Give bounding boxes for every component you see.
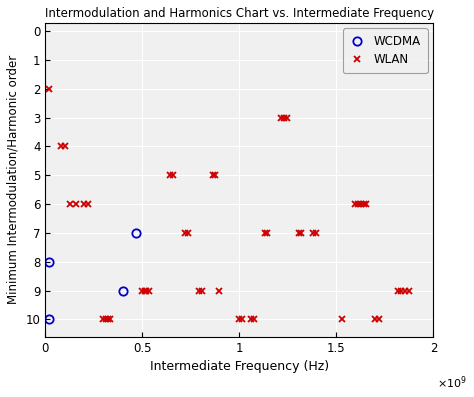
WLAN bbox=[68, 202, 73, 206]
WLAN bbox=[406, 288, 412, 293]
WLAN bbox=[81, 202, 87, 206]
WLAN bbox=[313, 231, 319, 235]
WLAN bbox=[103, 317, 109, 322]
WCDMA bbox=[134, 231, 139, 235]
WLAN bbox=[299, 231, 304, 235]
WLAN bbox=[373, 317, 378, 322]
WLAN bbox=[196, 288, 201, 293]
WLAN bbox=[58, 144, 64, 149]
Legend: WCDMA, WLAN: WCDMA, WLAN bbox=[343, 29, 428, 73]
WLAN bbox=[296, 231, 301, 235]
WLAN bbox=[142, 288, 148, 293]
WLAN bbox=[237, 317, 242, 322]
WLAN bbox=[358, 202, 364, 206]
WLAN bbox=[100, 317, 106, 322]
Text: $\times10^9$: $\times10^9$ bbox=[438, 374, 467, 391]
WLAN bbox=[339, 317, 345, 322]
WLAN bbox=[281, 115, 287, 120]
WLAN bbox=[216, 288, 222, 293]
WLAN bbox=[402, 288, 408, 293]
WLAN bbox=[106, 317, 111, 322]
Title: Intermodulation and Harmonics Chart vs. Intermediate Frequency: Intermodulation and Harmonics Chart vs. … bbox=[45, 7, 434, 20]
X-axis label: Intermediate Frequency (Hz): Intermediate Frequency (Hz) bbox=[150, 360, 329, 373]
WLAN bbox=[146, 288, 152, 293]
WLAN bbox=[399, 288, 404, 293]
WCDMA bbox=[120, 288, 126, 293]
WLAN bbox=[185, 231, 191, 235]
WLAN bbox=[251, 317, 257, 322]
WLAN bbox=[395, 288, 401, 293]
WLAN bbox=[46, 87, 52, 91]
WLAN bbox=[73, 202, 79, 206]
WLAN bbox=[264, 231, 270, 235]
WLAN bbox=[200, 288, 205, 293]
WLAN bbox=[376, 317, 382, 322]
WLAN bbox=[182, 231, 188, 235]
WLAN bbox=[262, 231, 267, 235]
WLAN bbox=[310, 231, 316, 235]
WLAN bbox=[108, 317, 113, 322]
WLAN bbox=[355, 202, 361, 206]
WLAN bbox=[171, 173, 176, 178]
WCDMA bbox=[46, 317, 52, 322]
WLAN bbox=[284, 115, 290, 120]
Y-axis label: Minimum Intermodulation/Harmonic order: Minimum Intermodulation/Harmonic order bbox=[7, 55, 20, 304]
WLAN bbox=[352, 202, 358, 206]
WLAN bbox=[239, 317, 245, 322]
WLAN bbox=[143, 288, 149, 293]
WLAN bbox=[361, 202, 366, 206]
WLAN bbox=[210, 173, 216, 178]
Line: WCDMA: WCDMA bbox=[45, 229, 141, 324]
WLAN bbox=[85, 202, 91, 206]
WLAN bbox=[364, 202, 369, 206]
WLAN bbox=[168, 173, 173, 178]
WLAN bbox=[278, 115, 284, 120]
Line: WLAN: WLAN bbox=[46, 85, 413, 323]
WLAN bbox=[248, 317, 254, 322]
WLAN bbox=[139, 288, 145, 293]
WLAN bbox=[212, 173, 218, 178]
WCDMA bbox=[46, 259, 52, 264]
WLAN bbox=[62, 144, 67, 149]
